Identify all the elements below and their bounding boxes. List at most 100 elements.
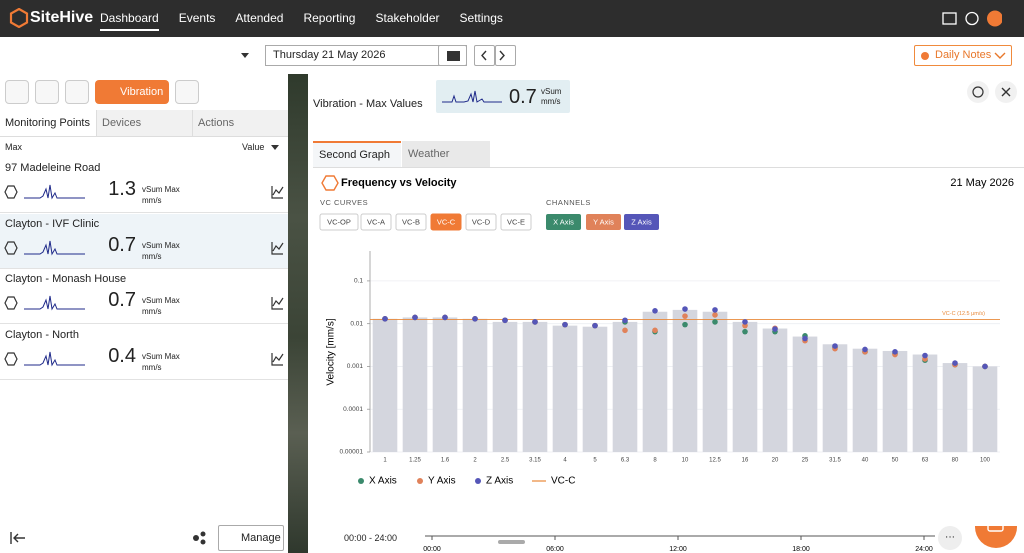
summary-box: 0.7 vSum mm/s [436, 80, 570, 113]
sparkline [24, 184, 85, 200]
vibration-button[interactable]: Vibration [95, 80, 169, 104]
brand: SiteHive [30, 9, 94, 26]
sidebar-tab[interactable]: Actions [192, 110, 288, 136]
bar [822, 344, 848, 452]
data-point [682, 306, 688, 312]
timeline-tick-label: 18:00 [792, 546, 810, 553]
channel-button[interactable] [624, 214, 659, 230]
column-value[interactable]: Value [242, 142, 265, 152]
y-tick-label: 0.001 [347, 363, 364, 370]
x-tick-label: 1 [383, 458, 387, 464]
bar [582, 326, 608, 452]
vc-button[interactable] [395, 213, 427, 231]
vc-label: VC CURVES [320, 198, 368, 207]
monitoring-point[interactable]: 97 Madeleine Road 1.3 vSum Max mm/s [0, 158, 288, 213]
point-metric: vSum Max mm/s [142, 351, 180, 373]
sparkline [24, 295, 85, 311]
data-point [742, 319, 748, 325]
nav-item[interactable]: Events [178, 11, 216, 25]
monitoring-point[interactable]: Clayton - North 0.4 vSum Max mm/s [0, 325, 288, 380]
layer-button[interactable] [35, 80, 59, 104]
point-name: Clayton - Monash House [5, 273, 127, 285]
vc-button[interactable] [319, 213, 359, 231]
x-tick-label: 10 [682, 458, 689, 464]
bar [372, 318, 398, 452]
data-point [952, 360, 958, 366]
legend-marker [417, 478, 423, 484]
y-tick-label: 0.0001 [343, 406, 363, 413]
hex-icon [4, 240, 18, 255]
notes-decor [921, 52, 1006, 60]
nav-item[interactable]: Attended [235, 11, 284, 25]
channel-button[interactable] [586, 214, 621, 230]
point-metric-name: vSum Max [142, 296, 180, 305]
nav-item[interactable]: Dashboard [100, 11, 159, 31]
bar [462, 318, 488, 452]
timeline-tick-label: 00:00 [423, 546, 441, 553]
monitoring-point[interactable]: Clayton - IVF Clinic 0.7 vSum Max mm/s [0, 213, 288, 269]
data-point [712, 312, 718, 318]
data-point [712, 307, 718, 313]
nav-items: Dashboard Events Attended Reporting Stakehol… [100, 11, 503, 31]
daily-notes-button[interactable]: Daily Notes [914, 45, 1012, 66]
svg-text:···: ··· [945, 532, 955, 543]
channel-button-label: Z Axis [631, 217, 652, 226]
x-tick-label: 2 [473, 458, 477, 464]
manage-button[interactable]: Manage [218, 525, 284, 551]
dropdown-caret[interactable] [240, 52, 250, 60]
panel-actions[interactable] [966, 80, 1018, 104]
group-button[interactable] [188, 528, 212, 548]
chart-date: 21 May 2026 [950, 177, 1014, 189]
panel-tab[interactable]: Second Graph [313, 141, 401, 167]
x-tick-label: 4 [563, 458, 567, 464]
panel-tab[interactable]: Weather [402, 141, 490, 167]
vc-button[interactable] [500, 213, 532, 231]
y-tick-label: 0.01 [350, 320, 363, 327]
bar [612, 321, 638, 452]
next-button[interactable] [495, 45, 516, 66]
y-tick-label: 0.1 [354, 278, 363, 285]
reference-label: VC-C (12.5 μm/s) [942, 311, 985, 317]
data-point [622, 327, 628, 334]
timeline[interactable]: ··· 00:00 06:00 12:00 18:00 24:00 [420, 526, 1024, 553]
legend-label: VC-C [551, 476, 575, 487]
vc-button[interactable] [465, 213, 497, 231]
layer-button[interactable] [175, 80, 199, 104]
nav-icons[interactable] [942, 10, 1002, 28]
monitoring-point[interactable]: Clayton - Monash House 0.7 vSum Max mm/s [0, 269, 288, 324]
nav-item[interactable]: Settings [459, 11, 503, 25]
collapse-button[interactable] [8, 530, 28, 546]
sidebar-tab[interactable]: Devices [96, 110, 192, 136]
data-point [442, 314, 448, 321]
x-tick-label: 31.5 [829, 458, 841, 464]
vc-button-label: VC-C [437, 217, 456, 226]
layer-button[interactable] [65, 80, 89, 104]
sidebar-tab[interactable]: Monitoring Points [0, 110, 96, 136]
hex-icon [4, 351, 18, 366]
point-graphics [4, 351, 284, 366]
chart-button[interactable] [271, 186, 284, 199]
data-point [472, 316, 478, 322]
nav-item[interactable]: Stakeholder [375, 11, 440, 25]
column-max: Max [5, 142, 23, 152]
channel-button[interactable] [546, 214, 581, 230]
legend-marker [475, 478, 481, 484]
data-point [532, 319, 538, 325]
layer-button[interactable] [5, 80, 29, 104]
point-unit: mm/s [142, 362, 162, 372]
nav-item[interactable]: Reporting [303, 11, 356, 25]
chart-button[interactable] [271, 241, 284, 255]
bar [552, 325, 578, 452]
date-picker[interactable]: Thursday 21 May 2026 [265, 45, 467, 66]
point-metric: vSum Max mm/s [142, 295, 180, 317]
chart-button[interactable] [271, 297, 284, 310]
channels-label: CHANNELS [546, 198, 591, 207]
prev-button[interactable] [474, 45, 495, 66]
data-point [772, 326, 778, 332]
chart-button[interactable] [271, 352, 284, 366]
sparkline [24, 351, 85, 366]
bar [522, 321, 548, 452]
vc-button[interactable] [360, 213, 392, 231]
vc-button[interactable] [430, 213, 462, 231]
legend-label: Y Axis [428, 476, 456, 487]
